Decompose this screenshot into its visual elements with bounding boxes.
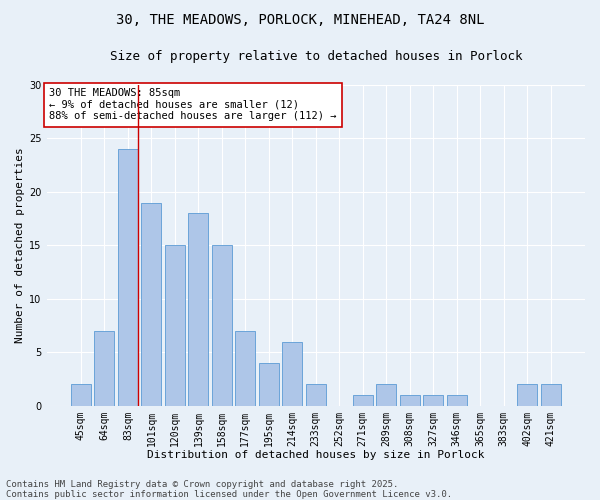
Bar xyxy=(235,331,256,406)
Bar xyxy=(71,384,91,406)
Bar xyxy=(541,384,560,406)
Bar xyxy=(423,395,443,406)
Bar xyxy=(188,214,208,406)
Bar xyxy=(446,395,467,406)
Title: Size of property relative to detached houses in Porlock: Size of property relative to detached ho… xyxy=(110,50,522,63)
Bar xyxy=(165,246,185,406)
Bar xyxy=(400,395,419,406)
Bar xyxy=(118,149,138,406)
Bar xyxy=(283,342,302,406)
Text: 30, THE MEADOWS, PORLOCK, MINEHEAD, TA24 8NL: 30, THE MEADOWS, PORLOCK, MINEHEAD, TA24… xyxy=(116,12,484,26)
Bar xyxy=(212,246,232,406)
Bar xyxy=(259,363,279,406)
Bar xyxy=(353,395,373,406)
Bar xyxy=(306,384,326,406)
Y-axis label: Number of detached properties: Number of detached properties xyxy=(15,148,25,343)
Bar xyxy=(142,202,161,406)
Bar xyxy=(376,384,396,406)
X-axis label: Distribution of detached houses by size in Porlock: Distribution of detached houses by size … xyxy=(147,450,485,460)
Text: 30 THE MEADOWS: 85sqm
← 9% of detached houses are smaller (12)
88% of semi-detac: 30 THE MEADOWS: 85sqm ← 9% of detached h… xyxy=(49,88,337,122)
Text: Contains HM Land Registry data © Crown copyright and database right 2025.
Contai: Contains HM Land Registry data © Crown c… xyxy=(6,480,452,499)
Bar xyxy=(517,384,537,406)
Bar xyxy=(94,331,115,406)
